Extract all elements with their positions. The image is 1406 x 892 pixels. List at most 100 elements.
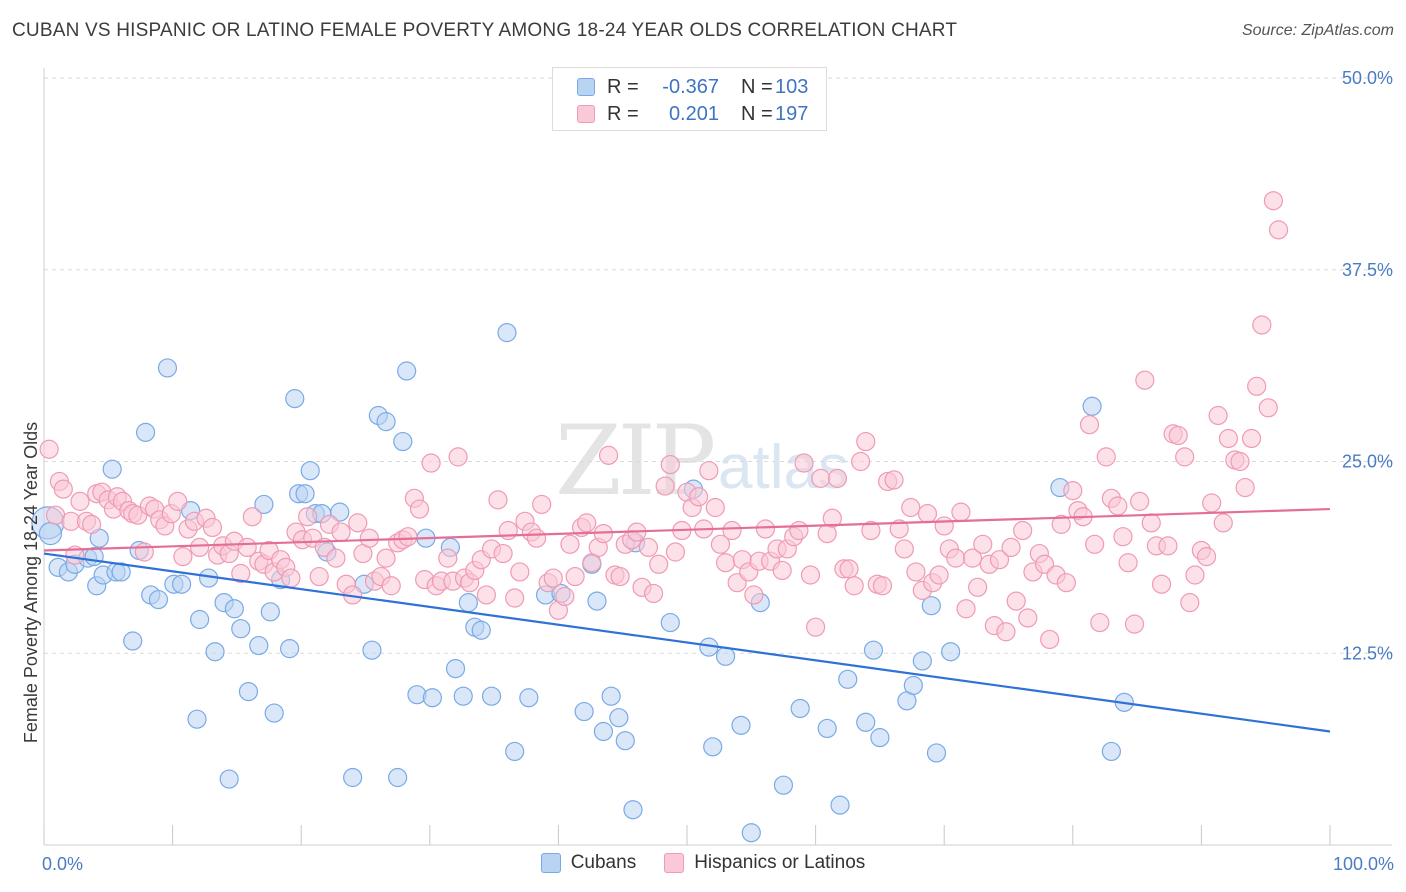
hispanic-point	[493, 543, 513, 564]
hispanic-point	[929, 565, 949, 585]
hispanic-point	[1218, 428, 1239, 449]
cuban-point	[393, 431, 413, 452]
hispanic-point	[1185, 565, 1205, 585]
hispanic-point	[844, 576, 864, 596]
cuban-point	[471, 620, 491, 640]
cuban-point	[397, 361, 417, 381]
cuban-point	[231, 619, 251, 639]
cuban-point	[481, 686, 502, 706]
cuban-point	[280, 639, 300, 659]
hispanic-point	[655, 476, 675, 496]
cuban-point	[445, 658, 466, 679]
hispanic-point	[488, 490, 508, 510]
hispanic-point	[231, 563, 251, 584]
hispanic-point	[649, 554, 669, 574]
hispanic-point	[722, 520, 742, 541]
hispanic-point	[421, 453, 441, 473]
cuban-point	[715, 646, 736, 666]
hispanic-point	[331, 522, 351, 542]
hispanic-point	[1130, 491, 1150, 511]
hispanic-point	[202, 517, 223, 538]
cuban-point	[84, 547, 104, 567]
hispanic-point	[1158, 536, 1178, 556]
hispanic-point	[1018, 608, 1038, 628]
hispanic-point	[789, 520, 809, 541]
y-axis-label: Female Poverty Among 18-24 Year Olds	[21, 422, 41, 743]
hispanic-point	[856, 431, 876, 452]
cuban-point	[623, 800, 643, 820]
hispanic-point	[409, 499, 430, 519]
legend-swatch-cubans	[577, 78, 595, 96]
cuban-point	[187, 709, 207, 729]
cuban-point	[330, 502, 350, 522]
hispanic-point	[326, 548, 346, 568]
cuban-point	[856, 712, 876, 732]
cuban-point	[773, 775, 794, 795]
x-tick-label-min: 0.0%	[42, 854, 83, 874]
hispanic-point	[1108, 496, 1128, 516]
hispanic-point	[438, 548, 458, 568]
hispanic-point	[794, 453, 814, 473]
legend-swatch-hispanics	[577, 105, 595, 123]
correlation-legend: R = -0.367 N = 103 R = 0.201 N = 197	[552, 67, 827, 131]
hispanic-point	[543, 568, 563, 588]
hispanic-point	[1230, 451, 1250, 472]
cuban-point	[790, 698, 810, 719]
hispanic-point	[577, 513, 597, 533]
hispanic-point	[1118, 553, 1138, 573]
cuban-point	[731, 715, 751, 735]
hispanic-point	[889, 519, 909, 539]
hispanic-point	[1079, 415, 1100, 435]
hispanic-point	[498, 520, 518, 541]
cuban-point	[574, 701, 594, 722]
legend-n-value: 197	[775, 102, 809, 125]
hispanic-point	[1263, 191, 1284, 211]
hispanic-point	[309, 566, 329, 587]
hispanic-point	[376, 548, 396, 568]
cuban-point	[190, 609, 210, 630]
legend-item-cubans[interactable]: Cubans	[540, 852, 636, 874]
legend-row-hispanics: R = 0.201 N = 197	[577, 101, 808, 127]
cuban-point	[422, 688, 442, 708]
hispanic-point	[638, 537, 659, 558]
cuban-point	[157, 358, 178, 378]
hispanic-point	[1196, 547, 1217, 567]
hispanic-point	[989, 550, 1010, 570]
hispanic-point	[1151, 574, 1172, 594]
cuban-point	[458, 593, 478, 613]
cuban-point	[343, 767, 363, 788]
cuban-point	[219, 769, 239, 789]
cuban-point	[407, 685, 427, 705]
cuban-point	[224, 599, 244, 619]
legend-row-cubans: R = -0.367 N = 103	[577, 74, 808, 100]
hispanic-point	[884, 470, 904, 490]
cuban-point	[870, 728, 890, 748]
hispanic-point	[805, 617, 826, 637]
hispanic-point	[705, 497, 725, 518]
hispanic-point	[1096, 447, 1116, 467]
hispanic-point	[1247, 376, 1267, 396]
cuban-point	[609, 708, 629, 728]
hispanic-point	[861, 520, 881, 541]
cuban-point	[123, 631, 143, 651]
hispanic-point	[348, 513, 368, 533]
hispanic-point	[956, 599, 976, 619]
hispanic-point	[1113, 527, 1133, 547]
hispanic-point	[1090, 612, 1110, 633]
legend-swatch-hispanics	[664, 853, 685, 873]
cuban-point	[111, 562, 131, 582]
cuban-point	[38, 521, 63, 546]
hispanic-point	[1180, 593, 1200, 613]
y-tick-label: 37.5%	[1342, 260, 1393, 280]
legend-swatch-cubans	[540, 853, 561, 873]
hispanic-point	[851, 451, 871, 472]
cuban-point	[362, 640, 382, 660]
cuban-point	[660, 612, 680, 633]
hispanic-point	[951, 502, 971, 522]
hispanic-point	[298, 507, 318, 527]
hispanic-point	[962, 548, 983, 568]
hispanic-point	[555, 586, 575, 607]
cuban-point	[593, 721, 614, 742]
hispanic-point	[610, 566, 630, 587]
legend-item-hispanics[interactable]: Hispanics or Latinos	[664, 852, 865, 874]
